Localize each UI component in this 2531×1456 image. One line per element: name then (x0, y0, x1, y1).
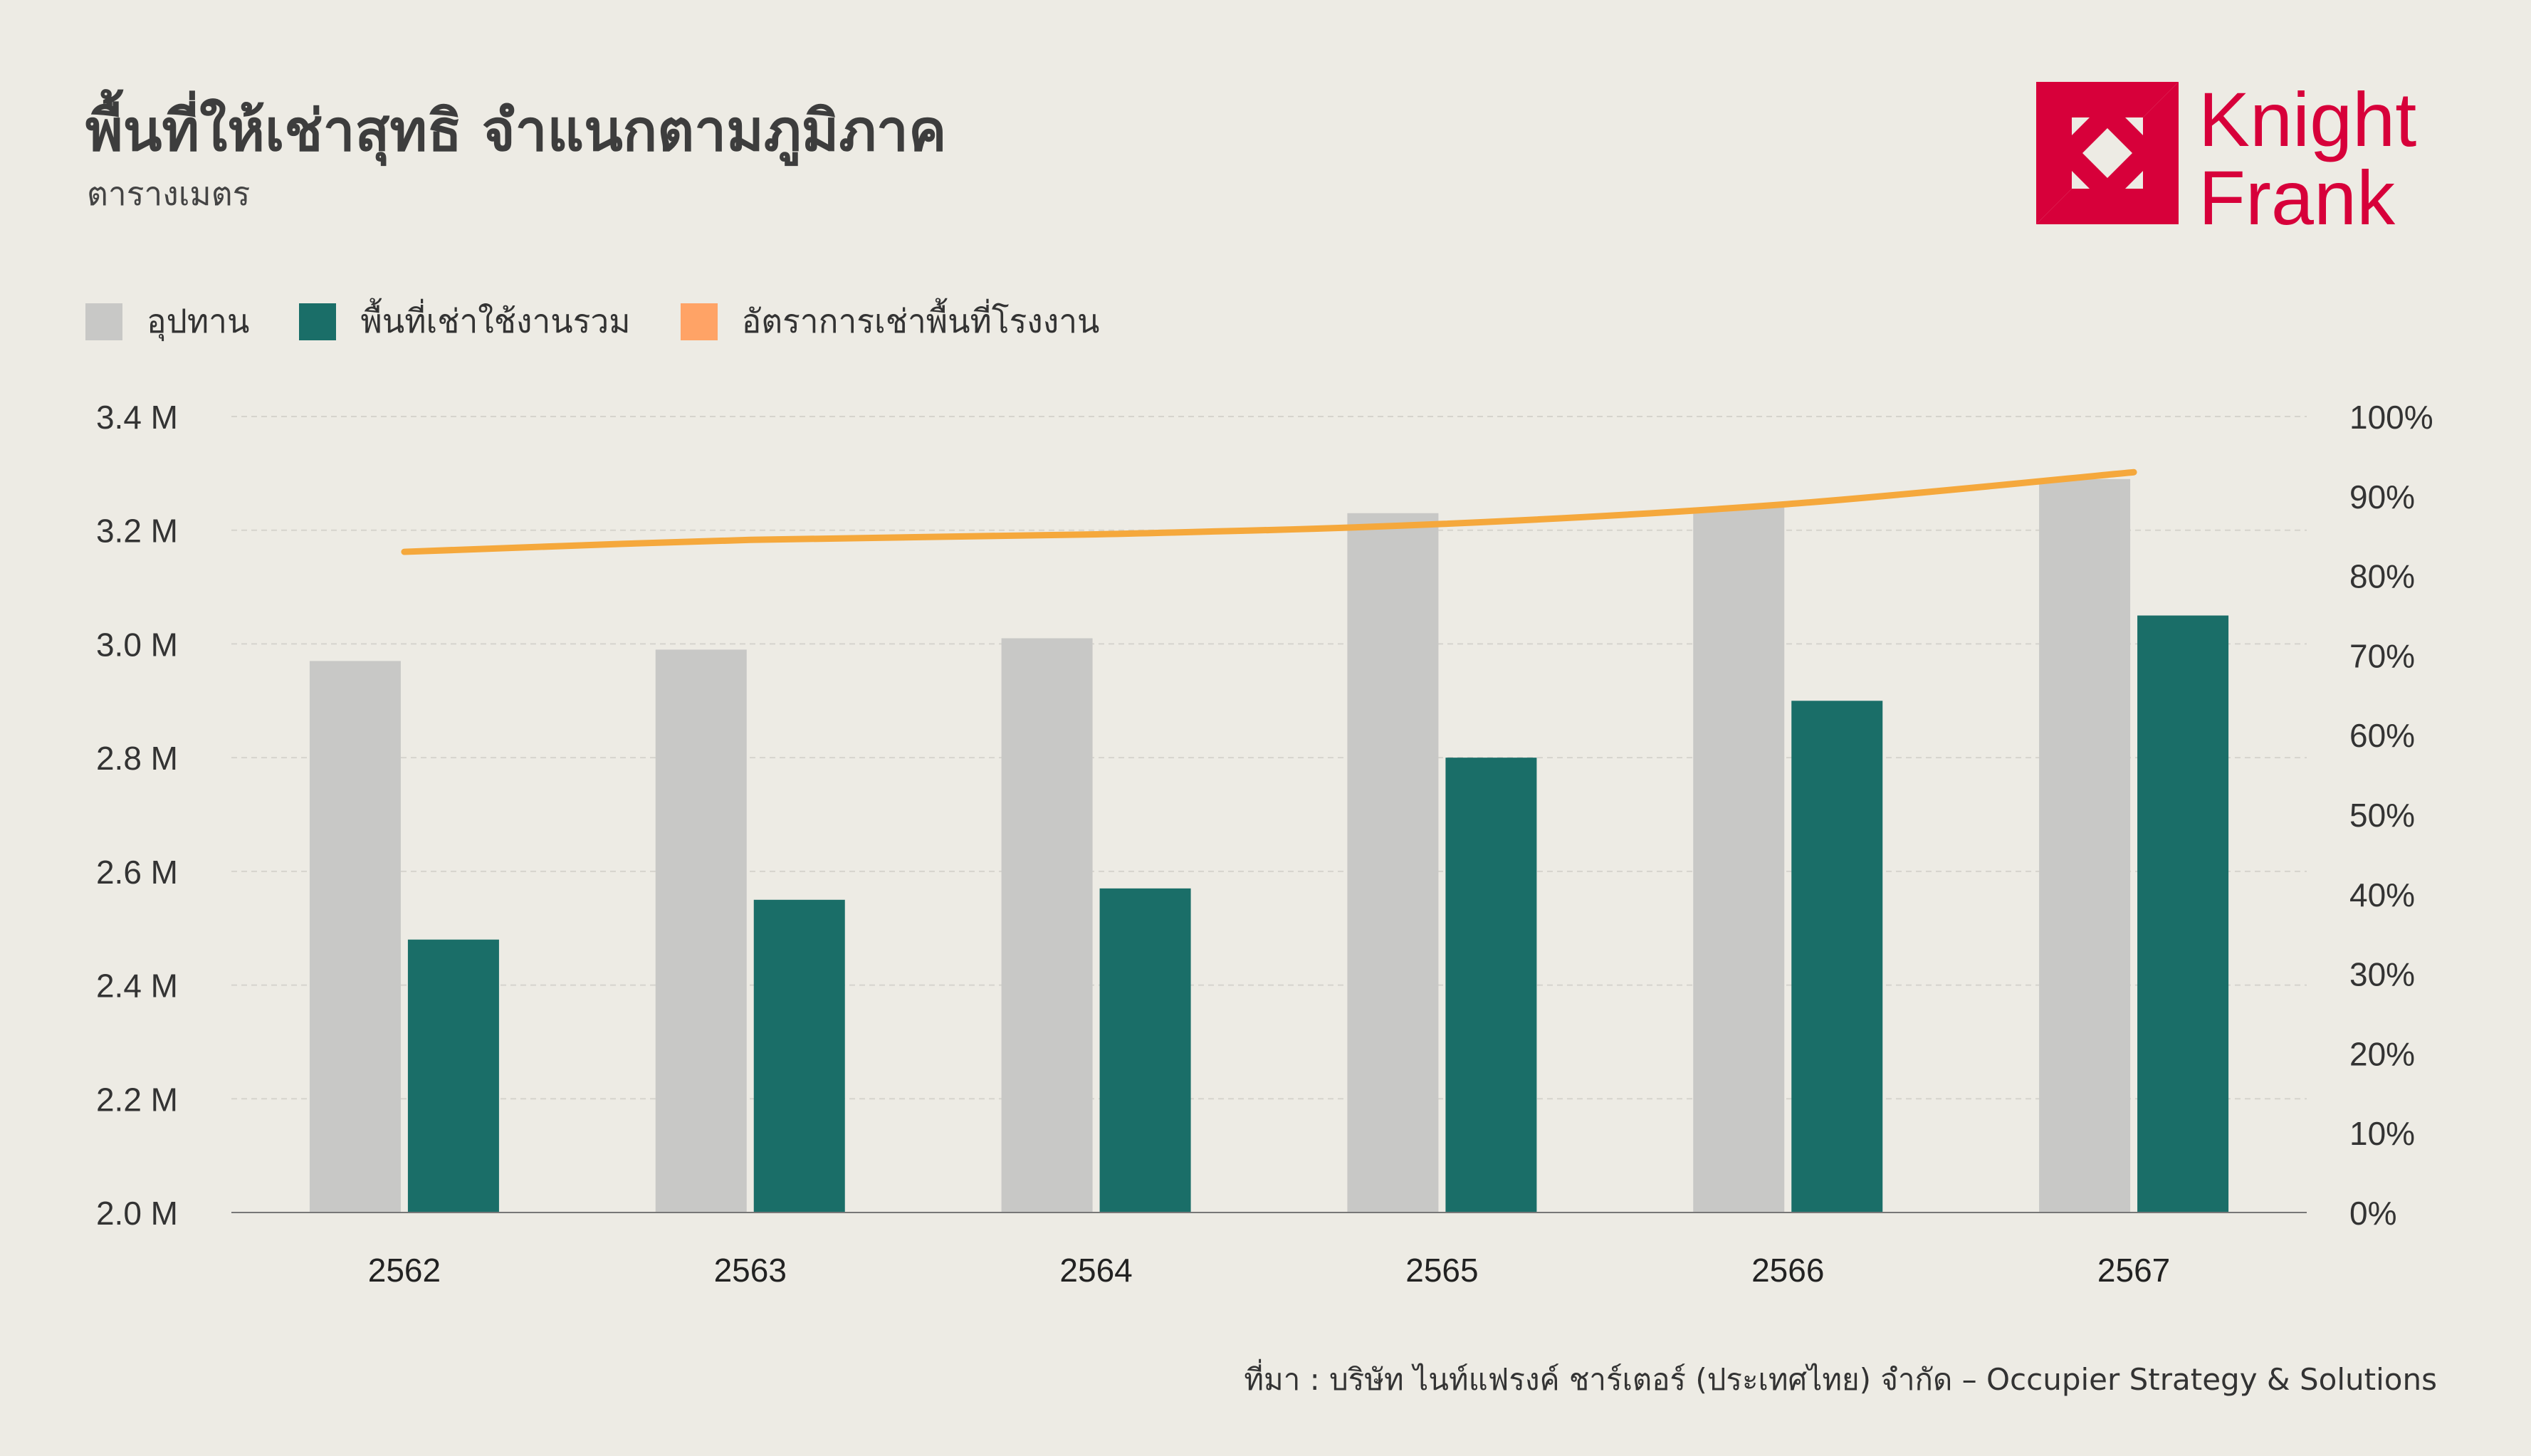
x-tick-label: 2566 (1751, 1252, 1824, 1289)
legend-swatch-occupancy (680, 303, 718, 340)
bar-supply (2039, 478, 2131, 1213)
y2-tick-label: 50% (2349, 797, 2415, 834)
chart-legend: อุปทาน พื้นที่เช่าใช้งานรวม อัตราการเช่า… (85, 295, 1099, 347)
logo-text-line2: Frank (2199, 154, 2396, 235)
legend-swatch-supply (85, 303, 122, 340)
y2-tick-label: 40% (2349, 876, 2415, 913)
y2-tick-label: 80% (2349, 558, 2415, 595)
bar-occupied (753, 899, 845, 1213)
logo-mark (2036, 82, 2179, 224)
y2-tick-label: 100% (2349, 399, 2433, 436)
bar-occupied (1791, 701, 1883, 1213)
y2-tick-label: 60% (2349, 717, 2415, 754)
y2-tick-label: 90% (2349, 478, 2415, 515)
chart-title: พื้นที่ให้เช่าสุทธิ จำแนกตามภูมิภาค (85, 98, 947, 164)
x-tick-label: 2564 (1059, 1252, 1132, 1289)
bar-supply (1693, 507, 1785, 1213)
x-tick-label: 2562 (368, 1252, 441, 1289)
legend-label-occupancy: อัตราการเช่าพื้นที่โรงงาน (741, 302, 1100, 340)
y2-tick-label: 30% (2349, 956, 2415, 993)
y2-tick-label: 10% (2349, 1115, 2415, 1152)
bar-occupied (1445, 758, 1537, 1213)
occupancy-line (401, 468, 2137, 555)
x-tick-label: 2567 (2097, 1252, 2170, 1289)
y-tick-label: 2.4 M (96, 968, 178, 1005)
y-tick-label: 2.8 M (96, 740, 178, 777)
source-note: ที่มา : บริษัท ไนท์แฟรงค์ ชาร์เตอร์ (ประ… (1244, 1362, 2437, 1397)
bar-supply (1001, 638, 1093, 1213)
legend-label-supply: อุปทาน (147, 302, 250, 340)
bar-supply (1347, 513, 1439, 1213)
logo-text-line1: Knight (2199, 82, 2416, 162)
y-tick-label: 2.2 M (96, 1081, 178, 1118)
bar-occupied (1099, 888, 1191, 1213)
y-tick-label: 3.2 M (96, 513, 178, 550)
y2-tick-label: 0% (2349, 1195, 2396, 1232)
legend-item-supply: อุปทาน (85, 295, 249, 347)
chart-subtitle: ตารางเมตร (87, 174, 251, 213)
legend-label-occupied: พื้นที่เช่าใช้งานรวม (360, 302, 631, 340)
x-tick-label: 2565 (1405, 1252, 1478, 1289)
bar-supply (655, 649, 747, 1213)
bar-occupied (407, 939, 499, 1213)
bar-occupied (2137, 615, 2229, 1213)
y-tick-label: 3.0 M (96, 626, 178, 663)
y-tick-label: 3.4 M (96, 399, 178, 436)
y2-tick-label: 70% (2349, 637, 2415, 674)
y-tick-label: 2.6 M (96, 854, 178, 891)
bar-supply (309, 661, 401, 1213)
legend-item-occupancy: อัตราการเช่าพื้นที่โรงงาน (680, 295, 1100, 347)
legend-swatch-occupied (299, 303, 337, 340)
y-tick-label: 2.0 M (96, 1195, 178, 1232)
knight-frank-logo: Knight Frank (2036, 82, 2416, 235)
legend-item-occupied: พื้นที่เช่าใช้งานรวม (299, 295, 631, 347)
x-tick-label: 2563 (714, 1252, 787, 1289)
y2-tick-label: 20% (2349, 1035, 2415, 1072)
